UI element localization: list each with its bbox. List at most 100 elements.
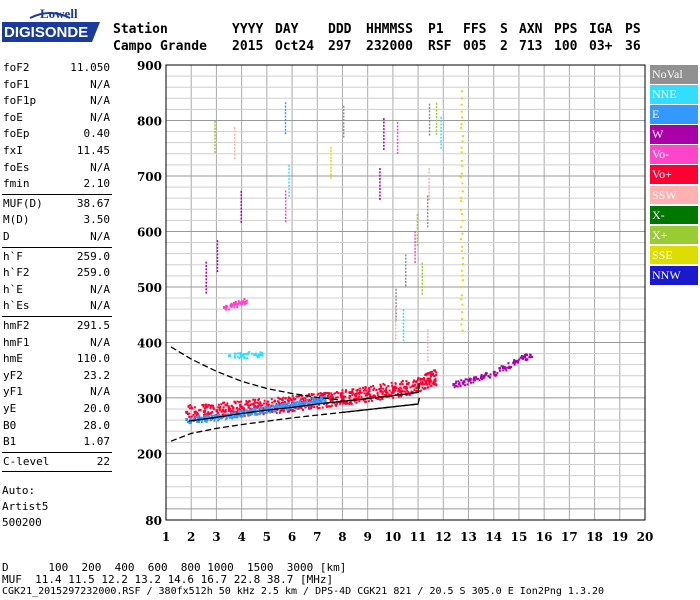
noise-point: [396, 128, 399, 131]
data-point: [321, 393, 324, 396]
data-point: [397, 387, 400, 390]
data-point: [195, 414, 198, 417]
noise-point: [427, 342, 429, 345]
data-point: [273, 405, 276, 408]
data-point: [249, 412, 252, 415]
data-point: [435, 383, 438, 386]
data-point: [291, 410, 294, 413]
x-tick-label: 9: [364, 530, 372, 544]
data-point: [520, 356, 523, 359]
data-point: [411, 385, 414, 388]
data-point: [377, 398, 380, 401]
data-point: [355, 401, 358, 404]
noise-point: [216, 260, 219, 263]
param-value: N/A: [90, 110, 110, 124]
param-name: yE: [3, 402, 17, 415]
data-point: [296, 401, 299, 404]
noise-point: [461, 318, 464, 321]
data-point: [218, 418, 221, 421]
data-point: [261, 353, 264, 356]
data-point: [387, 385, 390, 388]
data-point: [386, 392, 389, 395]
data-point: [313, 401, 316, 404]
data-point: [202, 403, 205, 406]
data-point: [236, 352, 239, 355]
data-point: [397, 392, 400, 395]
noise-point: [284, 207, 287, 210]
data-point: [243, 414, 246, 417]
param-name: M(D): [3, 213, 30, 227]
noise-point: [426, 198, 429, 201]
data-point: [373, 387, 376, 390]
data-point: [195, 420, 198, 423]
data-point: [259, 351, 262, 354]
data-point: [339, 392, 342, 395]
noise-point: [396, 145, 399, 148]
data-point: [232, 416, 235, 419]
param-row: yE 20.0: [2, 401, 110, 418]
data-point: [322, 398, 325, 401]
data-point: [320, 392, 323, 395]
param-value: N/A: [90, 160, 110, 174]
data-point: [351, 388, 354, 391]
data-point: [364, 400, 367, 403]
data-point: [277, 401, 280, 404]
data-point: [397, 389, 400, 392]
header-label: AXN: [519, 22, 543, 37]
data-point: [248, 413, 251, 416]
noise-point: [421, 272, 423, 275]
data-point: [260, 411, 263, 414]
noise-point: [288, 178, 290, 181]
data-point: [379, 383, 382, 386]
data-point: [297, 403, 300, 406]
data-point: [388, 389, 391, 392]
noise-point: [288, 168, 290, 171]
noise-point: [383, 134, 385, 137]
data-point: [366, 394, 369, 397]
data-point: [239, 410, 242, 413]
data-point: [206, 405, 209, 408]
noise-point: [284, 213, 287, 216]
noise-point: [383, 131, 385, 134]
data-point: [397, 395, 400, 398]
data-point: [202, 410, 206, 414]
data-point: [239, 415, 242, 418]
logo-digisonde-text: DIGISONDE: [4, 24, 89, 41]
noise-point: [240, 204, 243, 207]
noise-point: [379, 174, 381, 177]
data-point: [263, 399, 266, 402]
noise-point: [428, 116, 431, 119]
auto-line2: Artist5: [2, 500, 49, 513]
header-value: 713: [519, 39, 543, 54]
data-point: [494, 374, 497, 377]
data-point: [198, 409, 201, 412]
data-point: [323, 403, 326, 406]
header-value: 2: [500, 39, 508, 54]
data-point: [320, 399, 323, 402]
data-point: [428, 382, 431, 385]
data-point: [311, 404, 314, 407]
noise-point: [395, 305, 397, 308]
noise-point: [233, 143, 236, 146]
noise-point: [383, 124, 385, 127]
param-row: fxI 11.45: [2, 143, 110, 160]
header-value: 100: [554, 39, 578, 54]
data-point: [212, 408, 215, 411]
data-point: [310, 407, 313, 410]
noise-point: [379, 197, 381, 200]
data-point: [223, 410, 226, 413]
data-point: [305, 399, 308, 402]
data-point: [293, 409, 296, 412]
noise-point: [414, 241, 416, 244]
header-label: PPS: [554, 22, 578, 37]
data-point: [283, 405, 286, 408]
data-point: [363, 388, 366, 391]
data-point: [472, 381, 475, 384]
data-point: [357, 388, 360, 391]
data-point: [344, 390, 347, 393]
param-row: B1 1.07: [2, 434, 110, 451]
data-point: [264, 408, 267, 411]
data-point: [205, 406, 208, 409]
data-point: [287, 402, 290, 405]
data-point: [390, 391, 393, 394]
